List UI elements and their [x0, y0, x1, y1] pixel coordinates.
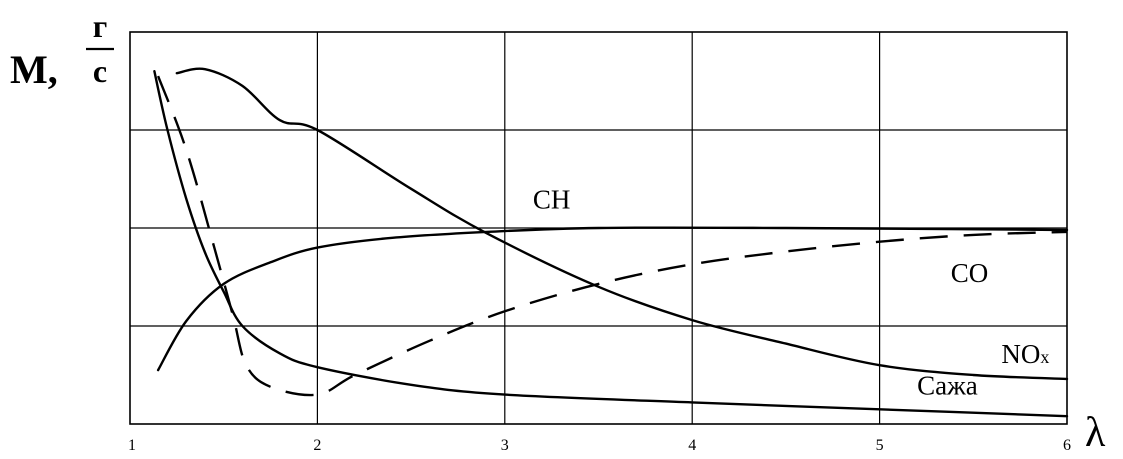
curve-layer: [153, 67, 1069, 418]
curve-label-co: CO: [951, 258, 989, 288]
x-tick-label: 6: [1063, 437, 1071, 454]
y-axis-label: M, г с: [10, 8, 114, 92]
x-tick-label: 2: [313, 437, 321, 454]
curve-label-nox: NOx: [1001, 339, 1049, 369]
series-line-soot: [153, 70, 1069, 418]
curve-label-ch: CH: [533, 184, 571, 214]
grid-layer: 1 2 3 4 5 6: [128, 31, 1071, 454]
y-axis-label-denominator: с: [93, 53, 107, 89]
x-axis-label: λ: [1085, 410, 1106, 454]
curve-label-soot: Сажа: [917, 371, 978, 401]
x-tick-label: 5: [876, 437, 884, 454]
series-line-co: [156, 75, 1068, 397]
y-axis-label-numerator: г: [93, 8, 108, 44]
curve-label-nox-sub: x: [1040, 347, 1049, 367]
series-line-nox: [175, 67, 1069, 381]
x-tick-label: 3: [501, 437, 509, 454]
y-axis-label-main: M,: [10, 47, 58, 92]
x-tick-label: 4: [688, 437, 696, 454]
curve-label-nox-main: NO: [1001, 339, 1040, 369]
series-line-ch: [156, 226, 1069, 372]
x-tick-label: 1: [128, 437, 136, 454]
